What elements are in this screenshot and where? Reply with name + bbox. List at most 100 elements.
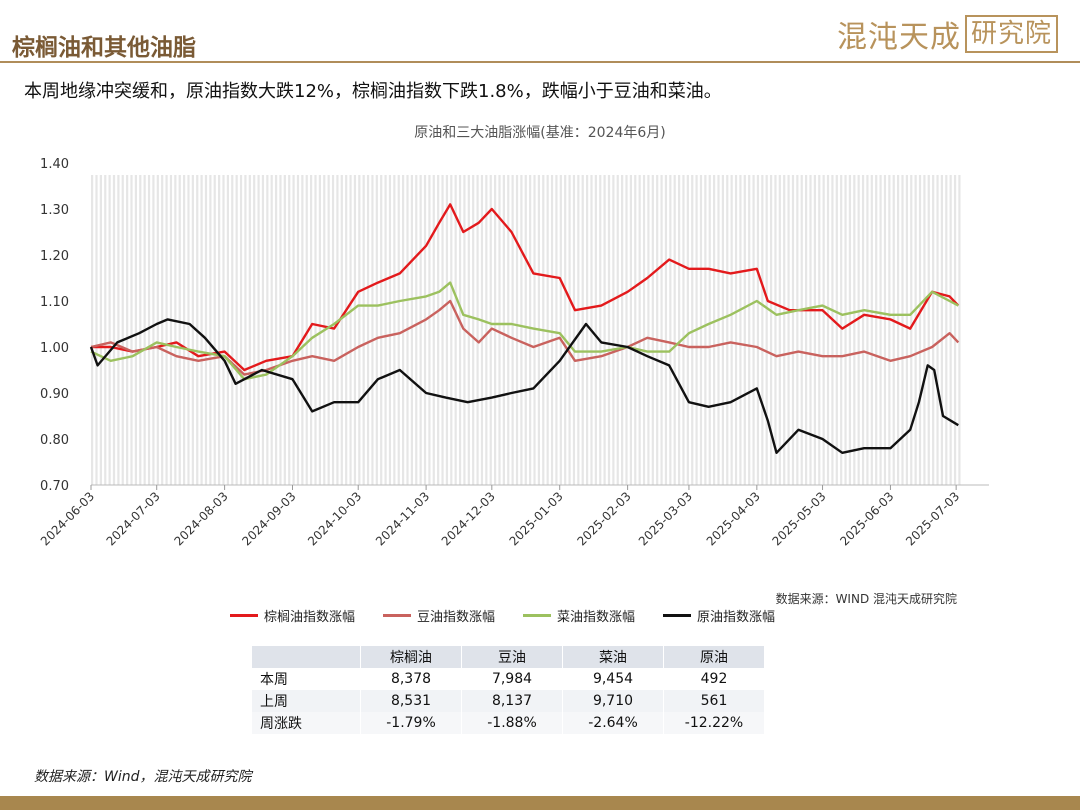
- table-row-label: 上周: [252, 690, 361, 712]
- bg-stripe: [897, 175, 900, 485]
- series-line-soy: [90, 299, 960, 376]
- bg-stripe: [371, 175, 374, 485]
- x-tick-label: 2024-08-03: [172, 489, 231, 548]
- table-header-cell: 原油: [663, 646, 765, 668]
- bg-stripe: [905, 175, 908, 485]
- bg-stripe: [708, 175, 711, 485]
- bg-stripe: [783, 175, 786, 485]
- bg-stripe: [564, 175, 567, 485]
- bg-stripe: [774, 175, 777, 485]
- x-tick-label: 2024-07-03: [104, 489, 163, 548]
- bg-stripe: [704, 175, 707, 485]
- bg-stripe: [296, 175, 300, 485]
- bg-stripe: [467, 175, 470, 485]
- bg-stripe: [756, 175, 760, 485]
- bg-stripe: [213, 175, 216, 485]
- bg-stripe: [682, 175, 685, 485]
- x-tick-label: 2024-11-03: [373, 489, 432, 548]
- bg-stripe: [384, 175, 387, 485]
- bg-stripe: [599, 175, 602, 485]
- bg-stripe: [305, 175, 308, 485]
- table-cell: 492: [663, 668, 765, 690]
- bg-stripe: [691, 175, 694, 485]
- brand-suffix: 研究院: [964, 15, 1058, 53]
- bg-stripe: [629, 175, 632, 485]
- x-tick-label: 2024-09-03: [239, 489, 298, 548]
- bg-stripe: [239, 175, 243, 485]
- bg-stripe: [953, 175, 957, 485]
- bg-stripe: [577, 175, 580, 485]
- bg-stripe: [480, 175, 484, 485]
- bg-stripe: [625, 175, 628, 485]
- bg-stripe: [231, 175, 234, 485]
- bg-stripe: [147, 175, 151, 485]
- y-tick-label: 0.70: [40, 479, 69, 494]
- bg-stripe: [169, 175, 173, 485]
- page-header: 棕榈油和其他油脂 混沌天成 研究院: [0, 0, 1080, 63]
- bg-stripe: [791, 175, 795, 485]
- bg-stripe: [117, 175, 120, 485]
- bg-stripe: [362, 175, 365, 485]
- bg-stripe: [458, 175, 462, 485]
- x-tick-label: 2024-06-03: [38, 489, 97, 548]
- bg-stripe: [174, 175, 177, 485]
- bg-stripe: [822, 175, 825, 485]
- bg-stripe: [673, 175, 676, 485]
- bg-stripe: [805, 175, 808, 485]
- y-tick-label: 1.20: [40, 249, 69, 264]
- bg-stripe: [940, 175, 944, 485]
- x-axis: 2024-06-03 2024-07-03 2024-08-03 2024-09-03…: [38, 484, 989, 548]
- bg-stripe: [634, 175, 637, 485]
- bg-stripe: [366, 175, 370, 485]
- table-header-row: 棕榈油 豆油 菜油 原油: [252, 646, 765, 668]
- legend-item-soy: 豆油指数涨幅: [383, 606, 495, 625]
- bg-stripe: [734, 175, 738, 485]
- brand-name: 混沌天成: [836, 20, 961, 55]
- table-header-cell: 菜油: [562, 646, 664, 668]
- bg-stripe: [91, 175, 94, 485]
- bg-stripe: [621, 175, 624, 485]
- bg-stripe: [318, 175, 321, 485]
- bg-stripe: [664, 175, 668, 485]
- bg-stripe: [226, 175, 229, 485]
- table-cell: 9,710: [562, 690, 664, 712]
- bg-stripe: [432, 175, 435, 485]
- bg-stripe: [651, 175, 654, 485]
- bg-stripe: [108, 175, 111, 485]
- bg-stripe: [866, 175, 869, 485]
- x-tick-label: 2025-01-03: [507, 489, 566, 548]
- bg-stripe: [182, 175, 186, 485]
- footer-bar: [0, 796, 1080, 810]
- bg-stripe: [945, 175, 948, 485]
- table-cell: 561: [663, 690, 765, 712]
- bg-stripe: [441, 175, 444, 485]
- bg-stripe: [721, 175, 724, 485]
- bg-stripe: [901, 175, 904, 485]
- bg-stripe: [380, 175, 383, 485]
- bg-stripe: [393, 175, 396, 485]
- brand-logo: 混沌天成 研究院: [837, 12, 1058, 56]
- bg-stripe: [345, 175, 348, 485]
- series-lines: [89, 203, 960, 454]
- bg-stripe: [178, 175, 181, 485]
- y-axis: 0.70 0.80 0.90 1.00 1.10 1.20 1.30 1.40: [40, 157, 69, 494]
- bg-stripe: [853, 175, 856, 485]
- bg-stripe: [126, 175, 129, 485]
- x-tick-label: 2025-03-03: [636, 489, 695, 548]
- bg-stripe: [402, 175, 405, 485]
- bg-stripe: [152, 175, 155, 485]
- bg-stripe: [800, 175, 803, 485]
- legend-item-rapeseed: 菜油指数涨幅: [523, 606, 635, 625]
- legend-label-crude: 原油指数涨幅: [697, 610, 776, 625]
- legend-label-soy: 豆油指数涨幅: [417, 610, 496, 625]
- y-tick-label: 1.30: [40, 203, 69, 218]
- bg-stripe: [248, 175, 251, 485]
- bg-stripe: [419, 175, 422, 485]
- table-cell: 8,378: [360, 668, 462, 690]
- bg-stripe: [730, 175, 733, 485]
- bg-stripe: [104, 175, 107, 485]
- bg-stripe: [161, 175, 164, 485]
- bg-stripe: [809, 175, 812, 485]
- bg-stripe: [485, 175, 488, 485]
- x-tick-label: 2025-05-03: [769, 489, 828, 548]
